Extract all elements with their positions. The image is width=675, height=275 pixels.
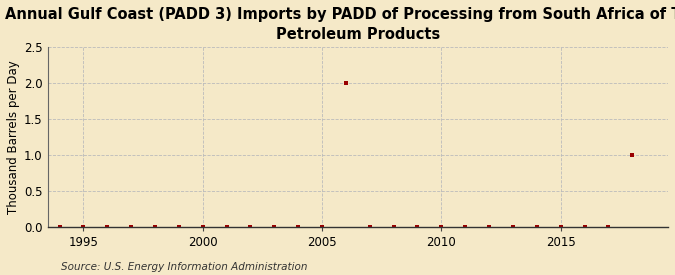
Title: Annual Gulf Coast (PADD 3) Imports by PADD of Processing from South Africa of To: Annual Gulf Coast (PADD 3) Imports by PA… (5, 7, 675, 42)
Y-axis label: Thousand Barrels per Day: Thousand Barrels per Day (7, 60, 20, 214)
Text: Source: U.S. Energy Information Administration: Source: U.S. Energy Information Administ… (61, 262, 307, 272)
